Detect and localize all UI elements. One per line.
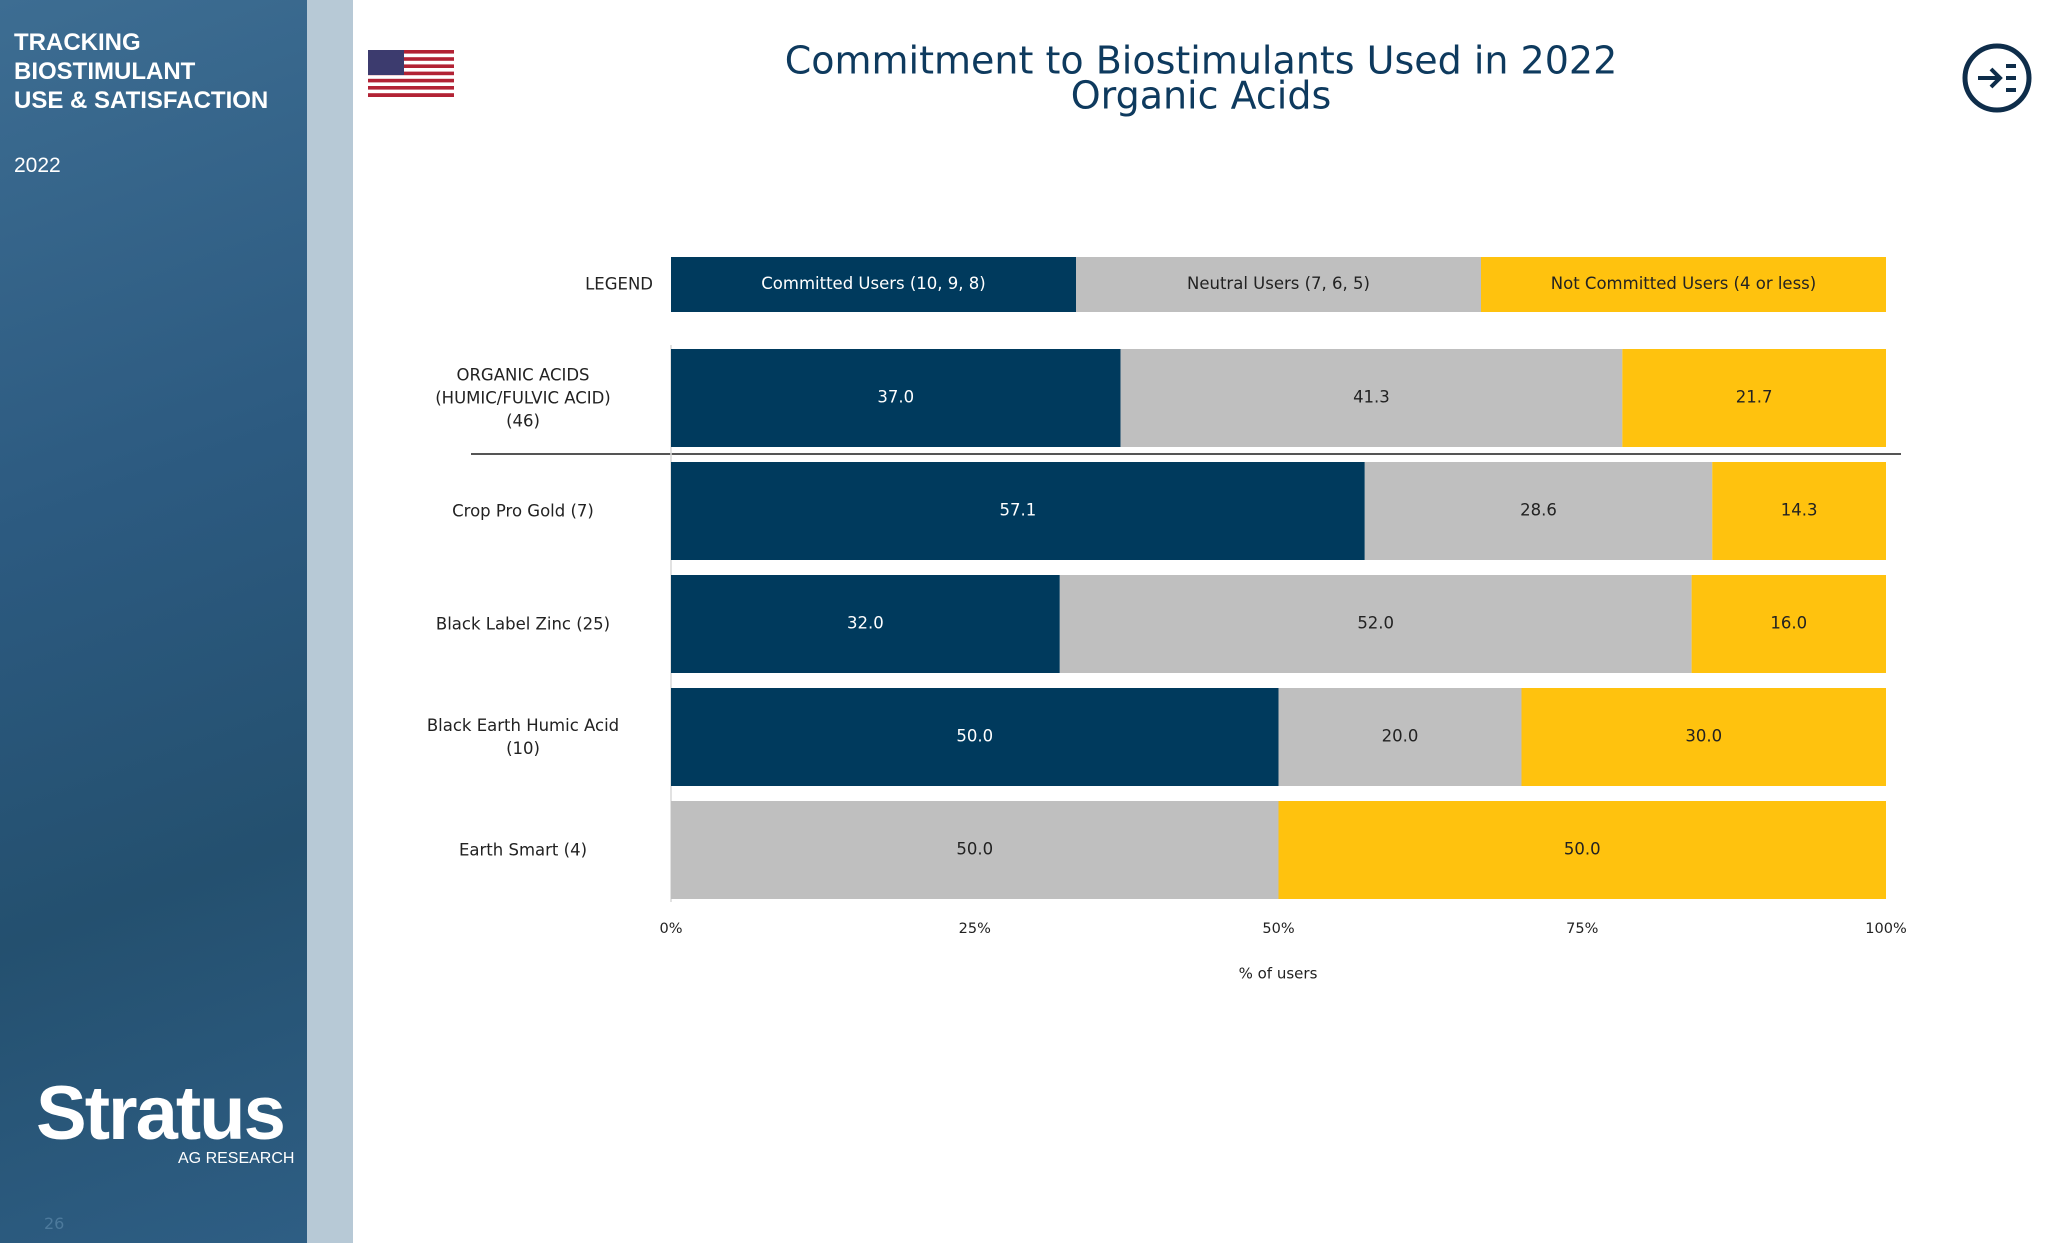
sidebar-year: 2022 <box>14 154 61 177</box>
data-label: 57.1 <box>1000 501 1037 520</box>
category-label: ORGANIC ACIDS (HUMIC/FULVIC ACID) (46) <box>435 365 611 431</box>
bar-segment <box>671 349 1121 447</box>
data-label: 21.7 <box>1736 388 1773 407</box>
logo: Stratus <box>36 1071 286 1156</box>
bar-segment <box>671 462 1365 560</box>
bar-segment <box>1364 462 1713 560</box>
sidebar-strip <box>307 0 353 1243</box>
next-icon[interactable] <box>1962 43 2032 113</box>
x-tick-label: 100% <box>1865 921 1906 937</box>
legend-entry: Neutral Users (7, 6, 5) <box>1187 274 1370 293</box>
x-tick-label: 50% <box>1262 921 1294 937</box>
legend-entry: Committed Users (10, 9, 8) <box>761 274 985 293</box>
data-label: 30.0 <box>1685 727 1722 746</box>
bar-segment <box>1712 462 1886 560</box>
bar-segment <box>1059 575 1692 673</box>
legend-swatch <box>1076 257 1481 312</box>
page-number: 26 <box>44 1214 65 1233</box>
sidebar <box>0 0 307 1243</box>
data-label: 32.0 <box>847 614 884 633</box>
category-label: Crop Pro Gold (7) <box>452 501 594 521</box>
legend-swatch <box>671 257 1076 312</box>
data-label: 52.0 <box>1357 614 1394 633</box>
category-label: Earth Smart (4) <box>458 840 588 860</box>
data-label: 14.3 <box>1781 501 1818 520</box>
bar-segment <box>1278 801 1886 899</box>
x-tick-label: 25% <box>959 921 991 937</box>
category-label: Black Earth Humic Acid (10) <box>426 716 620 758</box>
chart-title: Commitment to Biostimulants Used in 2022 <box>785 39 1618 83</box>
bar-segment <box>1278 688 1522 786</box>
legend-entry: Not Committed Users (4 or less) <box>1551 274 1816 293</box>
logo-subtitle: AG RESEARCH <box>178 1150 295 1167</box>
data-label: 50.0 <box>956 840 993 859</box>
data-label: 50.0 <box>1564 840 1601 859</box>
x-axis-label: % of users <box>1239 965 1318 983</box>
bar-segment <box>671 575 1060 673</box>
bar-segment <box>1622 349 1886 447</box>
x-tick-label: 75% <box>1566 921 1598 937</box>
legend-swatch <box>1481 257 1886 312</box>
data-label: 50.0 <box>956 727 993 746</box>
bar-segment <box>1691 575 1886 673</box>
bar-segment <box>671 801 1279 899</box>
legend-label: LEGEND <box>585 275 653 294</box>
data-label: 37.0 <box>877 388 914 407</box>
x-tick-label: 0% <box>659 921 682 937</box>
data-label: 41.3 <box>1353 388 1390 407</box>
data-label: 20.0 <box>1382 727 1419 746</box>
bar-segment <box>671 688 1279 786</box>
category-label: Black Label Zinc (25) <box>435 614 611 634</box>
data-label: 16.0 <box>1770 614 1807 633</box>
data-label: 28.6 <box>1520 501 1557 520</box>
us-flag <box>368 50 454 97</box>
chart-subtitle: Organic Acids <box>1071 74 1332 118</box>
bar-segment <box>1120 349 1623 447</box>
bar-segment <box>1521 688 1886 786</box>
sidebar-title: TRACKING BIOSTIMULANT USE & SATISFACTION <box>14 29 269 114</box>
